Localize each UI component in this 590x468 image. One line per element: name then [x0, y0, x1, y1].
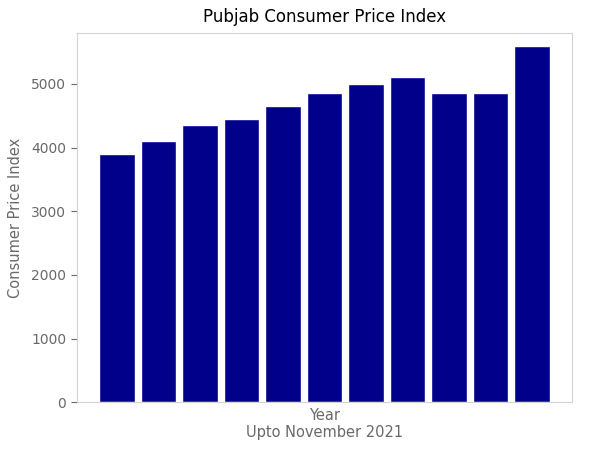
Bar [266, 106, 301, 402]
Bar [348, 84, 384, 402]
Title: Pubjab Consumer Price Index: Pubjab Consumer Price Index [203, 7, 446, 26]
Bar [307, 93, 342, 402]
Bar [514, 45, 550, 402]
Bar [431, 93, 467, 402]
Bar [473, 93, 508, 402]
Y-axis label: Consumer Price Index: Consumer Price Index [8, 138, 23, 298]
Bar [141, 141, 176, 402]
Bar [390, 77, 425, 402]
Bar [224, 119, 259, 402]
Bar [182, 125, 218, 402]
Bar [99, 154, 135, 402]
X-axis label: Year
Upto November 2021: Year Upto November 2021 [246, 408, 403, 440]
